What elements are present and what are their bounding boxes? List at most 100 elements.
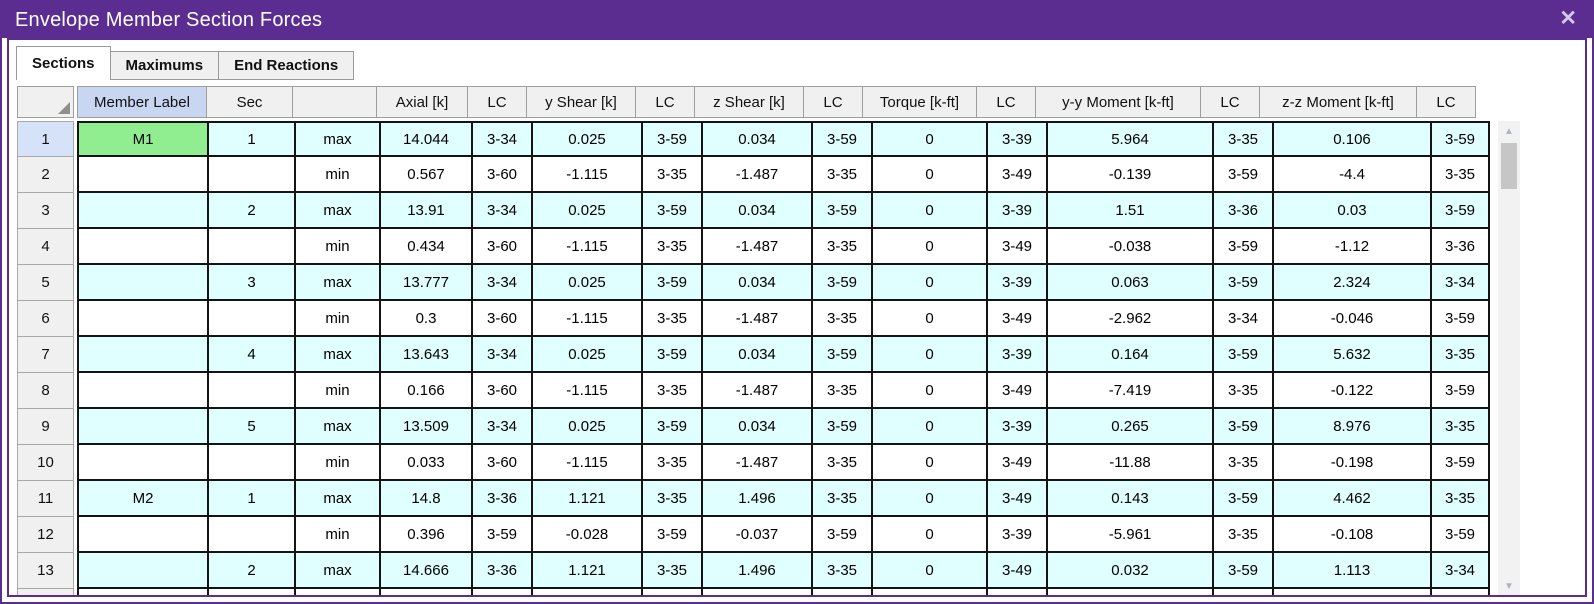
grid-cell[interactable]: -4.4: [1272, 157, 1430, 193]
grid-cell[interactable]: 0.034: [701, 193, 811, 229]
grid-cell[interactable]: 3-35: [811, 373, 871, 409]
grid-cell[interactable]: 0: [871, 301, 986, 337]
grid-cell[interactable]: 0.03: [1272, 193, 1430, 229]
grid-cell[interactable]: 0.032: [1046, 553, 1212, 589]
grid-cell[interactable]: 0: [871, 517, 986, 553]
grid-cell[interactable]: 3-39: [986, 337, 1046, 373]
grid-cell[interactable]: -0.037: [701, 517, 811, 553]
grid-cell[interactable]: [1430, 589, 1490, 595]
column-header[interactable]: [292, 86, 377, 118]
select-all-corner[interactable]: [17, 86, 74, 118]
grid-cell[interactable]: 3-59: [1430, 301, 1490, 337]
grid-cell[interactable]: 3-39: [986, 121, 1046, 157]
grid-cell[interactable]: 3-59: [641, 337, 701, 373]
grid-cell[interactable]: [77, 589, 207, 595]
grid-cell[interactable]: -0.198: [1272, 445, 1430, 481]
grid-cell[interactable]: 3-60: [471, 229, 531, 265]
grid-cell[interactable]: [1272, 589, 1430, 595]
grid-cell[interactable]: -1.115: [531, 301, 641, 337]
grid-cell[interactable]: 3-60: [471, 445, 531, 481]
row-number[interactable]: [17, 589, 74, 595]
grid-cell[interactable]: [871, 589, 986, 595]
grid-cell[interactable]: -1.487: [701, 157, 811, 193]
row-number[interactable]: 8: [17, 373, 74, 409]
grid-cell[interactable]: 3-35: [1430, 481, 1490, 517]
grid-cell[interactable]: [701, 589, 811, 595]
grid-cell[interactable]: 13.91: [379, 193, 471, 229]
grid-cell[interactable]: 3-35: [641, 373, 701, 409]
grid-cell[interactable]: min: [294, 229, 379, 265]
grid-cell[interactable]: 3-35: [1212, 445, 1272, 481]
grid-cell[interactable]: 3-59: [811, 517, 871, 553]
grid-cell[interactable]: 0.034: [701, 265, 811, 301]
grid-cell[interactable]: 3-49: [986, 229, 1046, 265]
tab-end-reactions[interactable]: End Reactions: [218, 51, 355, 80]
row-number[interactable]: 2: [17, 157, 74, 193]
grid-cell[interactable]: 3-59: [1212, 265, 1272, 301]
grid-cell[interactable]: -7.419: [1046, 373, 1212, 409]
grid-cell[interactable]: 3-35: [641, 445, 701, 481]
grid-cell[interactable]: 3-59: [1430, 445, 1490, 481]
row-number[interactable]: 12: [17, 517, 74, 553]
grid-cell[interactable]: 3-34: [471, 337, 531, 373]
grid-cell[interactable]: 3-49: [986, 157, 1046, 193]
grid-cell[interactable]: 3-34: [471, 409, 531, 445]
grid-cell[interactable]: 0.106: [1272, 121, 1430, 157]
grid-cell[interactable]: 3-35: [811, 481, 871, 517]
grid-cell[interactable]: 0.396: [379, 517, 471, 553]
column-header[interactable]: y Shear [k]: [526, 86, 636, 118]
grid-cell[interactable]: [77, 265, 207, 301]
column-header[interactable]: z-z Moment [k-ft]: [1259, 86, 1417, 118]
grid-cell[interactable]: 3-35: [1430, 157, 1490, 193]
grid-cell[interactable]: 3-59: [1430, 193, 1490, 229]
grid-cell[interactable]: min: [294, 517, 379, 553]
grid-cell[interactable]: max: [294, 481, 379, 517]
grid-cell[interactable]: 3-34: [1212, 301, 1272, 337]
column-header[interactable]: Axial [k]: [376, 86, 468, 118]
row-number[interactable]: 1: [17, 121, 74, 157]
grid-cell[interactable]: 3-34: [471, 265, 531, 301]
grid-cell[interactable]: 5.632: [1272, 337, 1430, 373]
column-header[interactable]: Member Label: [77, 86, 207, 118]
grid-cell[interactable]: 0: [871, 193, 986, 229]
grid-cell[interactable]: -0.122: [1272, 373, 1430, 409]
grid-cell[interactable]: [811, 589, 871, 595]
scroll-up-icon[interactable]: ▲: [1504, 125, 1514, 137]
grid-cell[interactable]: M2: [77, 481, 207, 517]
scroll-down-icon[interactable]: ▼: [1504, 580, 1514, 592]
grid-cell[interactable]: 3-35: [1212, 517, 1272, 553]
grid-cell[interactable]: 0.025: [531, 265, 641, 301]
grid-cell[interactable]: 3-59: [811, 265, 871, 301]
grid-cell[interactable]: 3-34: [471, 121, 531, 157]
grid-cell[interactable]: 0.033: [379, 445, 471, 481]
grid-cell[interactable]: [207, 229, 294, 265]
grid-cell[interactable]: 2: [207, 193, 294, 229]
grid-cell[interactable]: 1.496: [701, 481, 811, 517]
grid-cell[interactable]: 3-59: [1430, 517, 1490, 553]
grid-cell[interactable]: 1.113: [1272, 553, 1430, 589]
grid-cell[interactable]: 3-35: [811, 157, 871, 193]
grid-cell[interactable]: 2.324: [1272, 265, 1430, 301]
grid-cell[interactable]: 3-35: [811, 301, 871, 337]
grid-cell[interactable]: -1.487: [701, 301, 811, 337]
grid-cell[interactable]: min: [294, 301, 379, 337]
grid-cell[interactable]: 3-35: [641, 157, 701, 193]
grid-cell[interactable]: 3-49: [986, 553, 1046, 589]
grid-cell[interactable]: 0: [871, 481, 986, 517]
grid-cell[interactable]: -1.115: [531, 445, 641, 481]
grid-cell[interactable]: 3-60: [471, 301, 531, 337]
grid-cell[interactable]: 0.164: [1046, 337, 1212, 373]
grid-cell[interactable]: 1.51: [1046, 193, 1212, 229]
grid-cell[interactable]: 3-49: [986, 373, 1046, 409]
grid-cell[interactable]: [77, 337, 207, 373]
row-number[interactable]: 10: [17, 445, 74, 481]
grid-cell[interactable]: 0: [871, 265, 986, 301]
grid-cell[interactable]: 3-35: [641, 229, 701, 265]
row-number[interactable]: 11: [17, 481, 74, 517]
tab-sections[interactable]: Sections: [16, 46, 111, 80]
row-number[interactable]: 5: [17, 265, 74, 301]
grid-cell[interactable]: 3-59: [811, 193, 871, 229]
grid-cell[interactable]: 3-39: [986, 517, 1046, 553]
grid-cell[interactable]: 2: [207, 553, 294, 589]
grid-cell[interactable]: [207, 589, 294, 595]
